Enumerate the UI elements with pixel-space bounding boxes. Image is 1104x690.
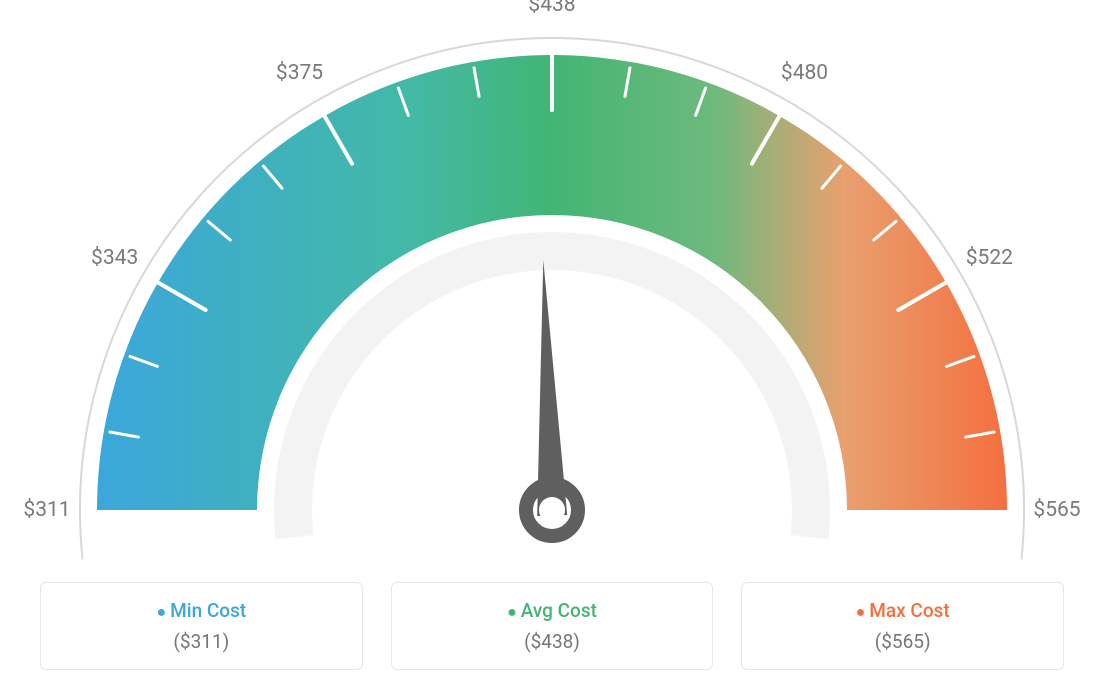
gauge-tick-label: $480 <box>781 61 828 85</box>
gauge-svg <box>0 0 1104 560</box>
legend-row: Min Cost ($311) Avg Cost ($438) Max Cost… <box>0 582 1104 670</box>
legend-card-min: Min Cost ($311) <box>40 582 363 670</box>
legend-value-min: ($311) <box>65 630 338 653</box>
legend-value-avg: ($438) <box>416 630 689 653</box>
legend-label-min: Min Cost <box>65 599 338 622</box>
legend-value-max: ($565) <box>766 630 1039 653</box>
gauge-tick-label: $311 <box>23 498 70 522</box>
gauge-chart: $311 $343 $375 $438 $480 $522 $565 <box>0 0 1104 560</box>
legend-label-max: Max Cost <box>766 599 1039 622</box>
gauge-tick-label: $375 <box>276 61 323 85</box>
legend-card-avg: Avg Cost ($438) <box>391 582 714 670</box>
gauge-tick-label: $522 <box>966 246 1013 270</box>
gauge-tick-label: $438 <box>528 0 575 17</box>
legend-label-avg: Avg Cost <box>416 599 689 622</box>
gauge-tick-label: $565 <box>1033 498 1080 522</box>
legend-card-max: Max Cost ($565) <box>741 582 1064 670</box>
gauge-tick-label: $343 <box>91 246 138 270</box>
